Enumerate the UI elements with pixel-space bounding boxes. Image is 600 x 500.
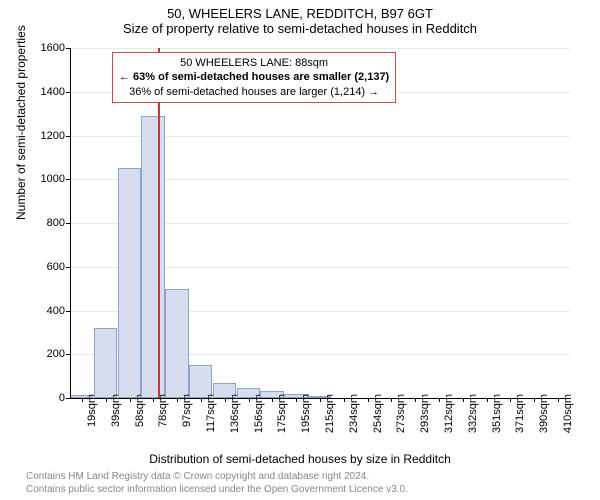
y-tick-label: 1400 bbox=[35, 86, 65, 98]
x-tick-label: 410sqm bbox=[562, 394, 574, 433]
x-tick-label: 117sqm bbox=[205, 394, 217, 432]
x-tick-label: 293sqm bbox=[419, 394, 431, 433]
gridline bbox=[70, 48, 570, 49]
x-tick-label: 371sqm bbox=[514, 394, 526, 433]
x-tick-label: 390sqm bbox=[538, 394, 550, 433]
y-tick-label: 800 bbox=[35, 217, 65, 229]
histogram-bar bbox=[141, 116, 164, 398]
histogram-bar bbox=[94, 328, 117, 398]
footer-attribution: Contains HM Land Registry data © Crown c… bbox=[26, 471, 408, 496]
y-tick-label: 1000 bbox=[35, 173, 65, 185]
x-tick-label: 156sqm bbox=[253, 394, 265, 433]
y-axis-label: Number of semi-detached properties bbox=[14, 25, 28, 220]
chart: 0200400600800100012001400160019sqm39sqm5… bbox=[70, 48, 570, 398]
x-tick-label: 195sqm bbox=[300, 394, 312, 433]
annotation-line-1: 50 WHEELERS LANE: 88sqm bbox=[119, 56, 389, 70]
y-tick-label: 200 bbox=[35, 348, 65, 360]
x-tick-label: 175sqm bbox=[276, 394, 288, 433]
x-tick-label: 136sqm bbox=[229, 394, 241, 433]
page-title-2: Size of property relative to semi-detach… bbox=[0, 21, 600, 36]
annotation-box: 50 WHEELERS LANE: 88sqm← 63% of semi-det… bbox=[112, 52, 396, 103]
footer-line-1: Contains HM Land Registry data © Crown c… bbox=[26, 471, 408, 484]
y-tick-label: 0 bbox=[35, 392, 65, 404]
y-tick-label: 400 bbox=[35, 305, 65, 317]
annotation-line-3: 36% of semi-detached houses are larger (… bbox=[119, 85, 389, 99]
x-axis-label: Distribution of semi-detached houses by … bbox=[0, 452, 600, 466]
y-tick-label: 600 bbox=[35, 261, 65, 273]
x-axis-line bbox=[70, 398, 570, 399]
y-axis-line bbox=[70, 48, 71, 398]
histogram-bar bbox=[118, 168, 141, 398]
y-tick-label: 1600 bbox=[35, 42, 65, 54]
y-tick-label: 1200 bbox=[35, 130, 65, 142]
x-tick-label: 234sqm bbox=[348, 394, 360, 433]
footer-line-2: Contains public sector information licen… bbox=[26, 484, 408, 497]
x-tick-label: 273sqm bbox=[395, 394, 407, 433]
x-tick-label: 312sqm bbox=[443, 394, 455, 433]
x-tick-label: 254sqm bbox=[372, 394, 384, 433]
x-tick-label: 332sqm bbox=[467, 394, 479, 433]
histogram-bar bbox=[165, 289, 188, 398]
x-tick-label: 351sqm bbox=[491, 394, 503, 433]
x-tick-label: 215sqm bbox=[324, 394, 336, 433]
annotation-line-2: ← 63% of semi-detached houses are smalle… bbox=[119, 70, 389, 84]
page-title-1: 50, WHEELERS LANE, REDDITCH, B97 6GT bbox=[0, 6, 600, 21]
